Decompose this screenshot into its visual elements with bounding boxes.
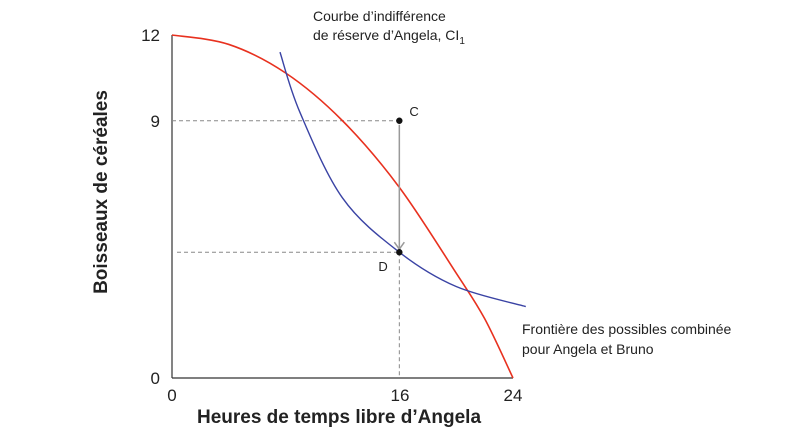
x-axis-title: Heures de temps libre d’Angela <box>197 407 481 428</box>
point-c <box>396 117 403 124</box>
y-tick-9: 9 <box>151 112 160 131</box>
point-d <box>396 249 403 256</box>
y-tick-0: 0 <box>151 369 160 388</box>
point-label-d: D <box>378 259 387 274</box>
annotation-indifference-subscript: 1 <box>459 36 465 47</box>
y-axis-title: Boisseaux de céréales <box>91 90 112 294</box>
x-tick-24: 24 <box>504 386 523 405</box>
annotation-indifference-line1: Courbe d’indifférence <box>313 8 446 24</box>
point-label-c: C <box>409 104 418 119</box>
y-tick-12: 12 <box>141 26 160 45</box>
annotation-indifference-line2: de réserve d’Angela, CI1 <box>313 27 465 47</box>
series-line-frontier <box>171 34 514 379</box>
annotation-indifference-text: de réserve d’Angela, CI <box>313 27 459 43</box>
annotation-frontier-line2: pour Angela et Bruno <box>522 341 654 357</box>
x-tick-16: 16 <box>391 386 410 405</box>
annotation-frontier-line1: Frontière des possibles combinée <box>522 321 732 337</box>
x-tick-0: 0 <box>167 386 176 405</box>
series-line-indifference <box>279 51 526 308</box>
